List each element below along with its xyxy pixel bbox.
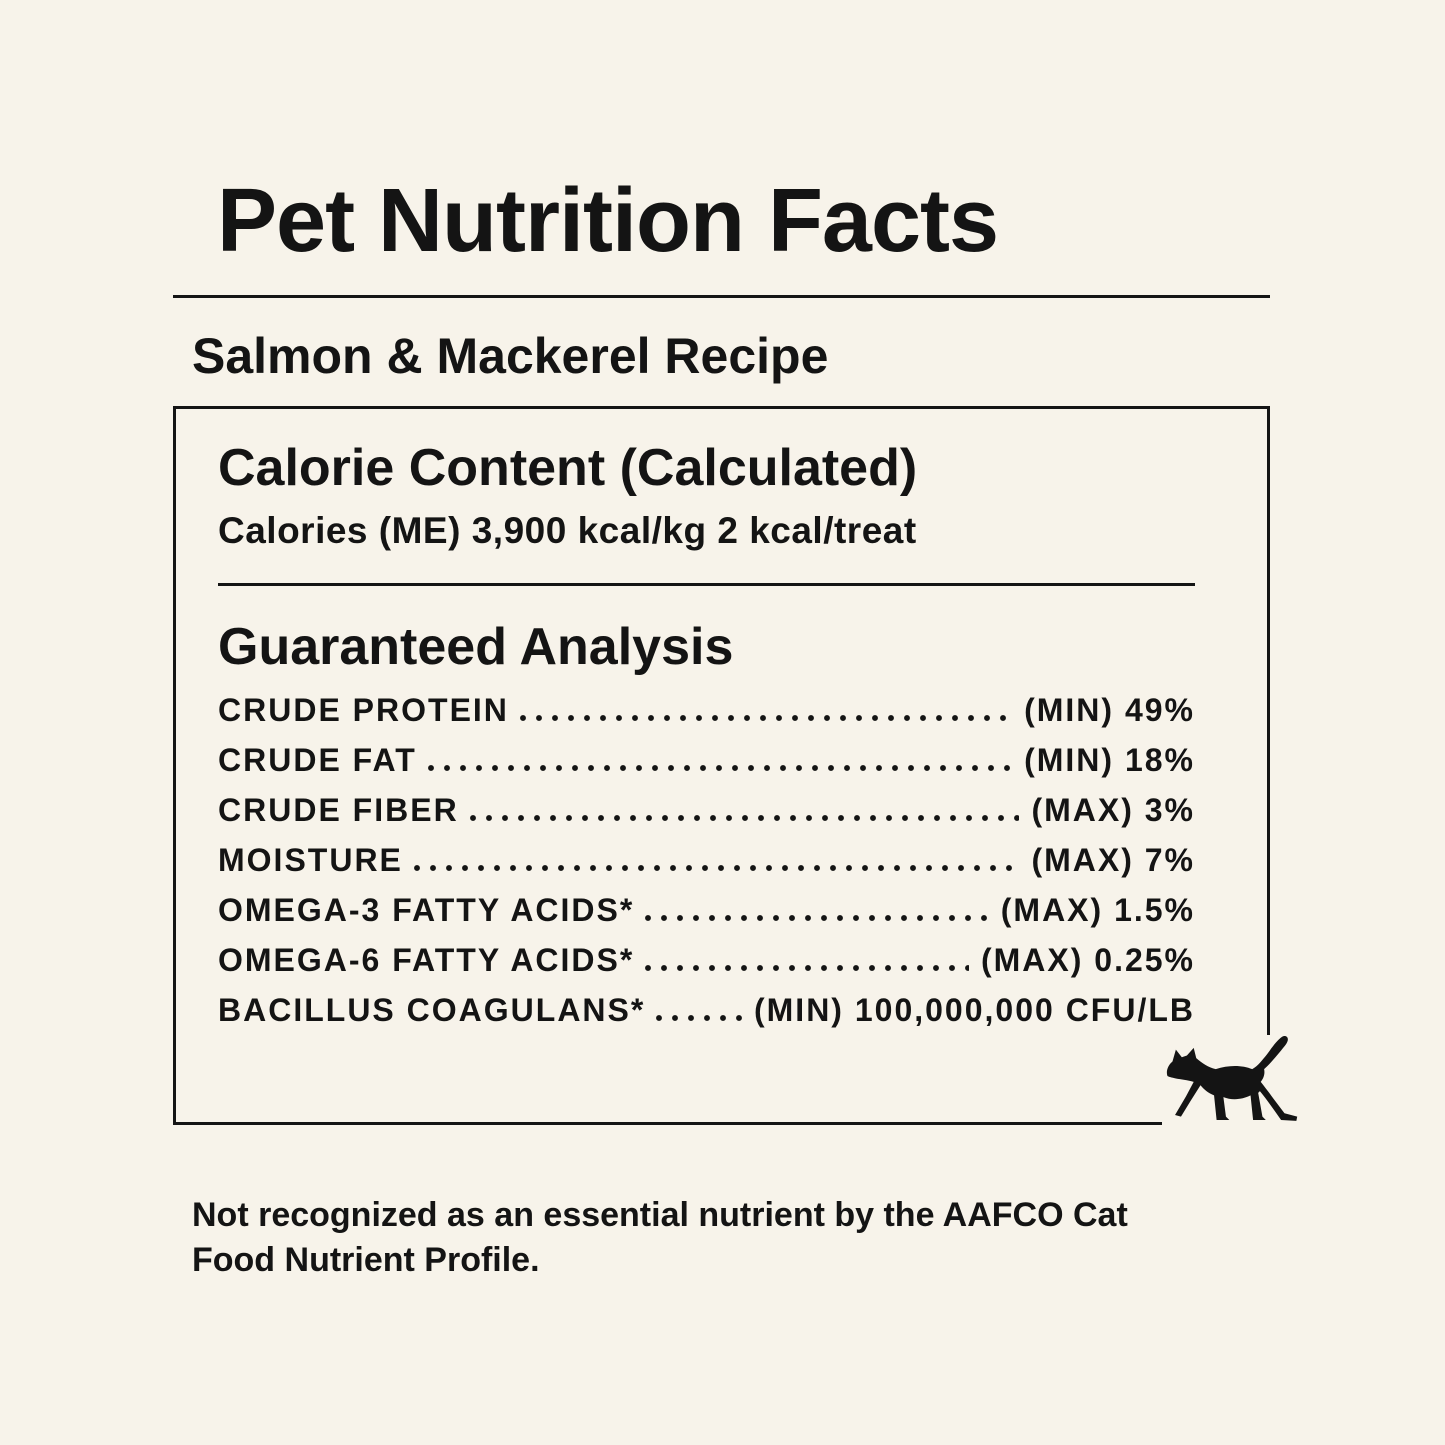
guaranteed-analysis-heading: Guaranteed Analysis bbox=[218, 618, 734, 677]
analysis-row: OMEGA-6 FATTY ACIDS* (MAX) 0.25% bbox=[218, 942, 1195, 992]
section-divider bbox=[218, 583, 1195, 587]
facts-panel: Calorie Content (Calculated) Calories (M… bbox=[173, 406, 1298, 1125]
nutrient-value: (MIN) 100,000,000 CFU/LB bbox=[753, 991, 1195, 1028]
nutrient-label: MOISTURE bbox=[218, 841, 403, 878]
border-gap bbox=[1262, 1035, 1270, 1125]
nutrient-label: OMEGA-3 FATTY ACIDS* bbox=[218, 891, 635, 928]
recipe-subtitle: Salmon & Mackerel Recipe bbox=[192, 328, 829, 384]
nutrient-label: CRUDE PROTEIN bbox=[218, 691, 509, 728]
nutrient-label: CRUDE FIBER bbox=[218, 791, 459, 828]
analysis-row: MOISTURE (MAX) 7% bbox=[218, 842, 1195, 892]
analysis-row: BACILLUS COAGULANS* (MIN) 100,000,000 CF… bbox=[218, 992, 1195, 1042]
calorie-heading: Calorie Content (Calculated) bbox=[218, 439, 918, 497]
dot-leader bbox=[468, 813, 1020, 822]
dot-leader bbox=[655, 1013, 742, 1022]
dot-leader bbox=[644, 963, 969, 972]
nutrient-value: (MAX) 3% bbox=[1031, 791, 1195, 828]
nutrient-value: (MAX) 7% bbox=[1031, 841, 1195, 878]
analysis-row: CRUDE FIBER (MAX) 3% bbox=[218, 792, 1195, 842]
aafco-footnote: Not recognized as an essential nutrient … bbox=[192, 1196, 1128, 1279]
nutrient-label: CRUDE FAT bbox=[218, 741, 417, 778]
analysis-table: CRUDE PROTEIN (MIN) 49% CRUDE FAT (MIN) … bbox=[218, 692, 1195, 1042]
analysis-row: CRUDE PROTEIN (MIN) 49% bbox=[218, 692, 1195, 742]
page-title: Pet Nutrition Facts bbox=[217, 171, 999, 271]
dot-leader bbox=[518, 713, 1013, 722]
nutrient-value: (MIN) 49% bbox=[1024, 691, 1195, 728]
nutrient-label: BACILLUS COAGULANS* bbox=[218, 991, 646, 1028]
calorie-detail: Calories (ME) 3,900 kcal/kg 2 kcal/treat bbox=[218, 509, 917, 551]
dot-leader bbox=[412, 863, 1020, 872]
cat-icon bbox=[1166, 1036, 1298, 1121]
border-gap bbox=[1162, 1117, 1270, 1125]
nutrient-value: (MAX) 0.25% bbox=[980, 941, 1195, 978]
nutrient-value: (MIN) 18% bbox=[1024, 741, 1195, 778]
analysis-row: CRUDE FAT (MIN) 18% bbox=[218, 742, 1195, 792]
nutrient-value: (MAX) 1.5% bbox=[1000, 891, 1195, 928]
analysis-row: OMEGA-3 FATTY ACIDS* (MAX) 1.5% bbox=[218, 892, 1195, 942]
title-divider bbox=[173, 295, 1270, 298]
dot-leader bbox=[644, 913, 989, 922]
nutrient-label: OMEGA-6 FATTY ACIDS* bbox=[218, 941, 635, 978]
dot-leader bbox=[426, 763, 1013, 772]
